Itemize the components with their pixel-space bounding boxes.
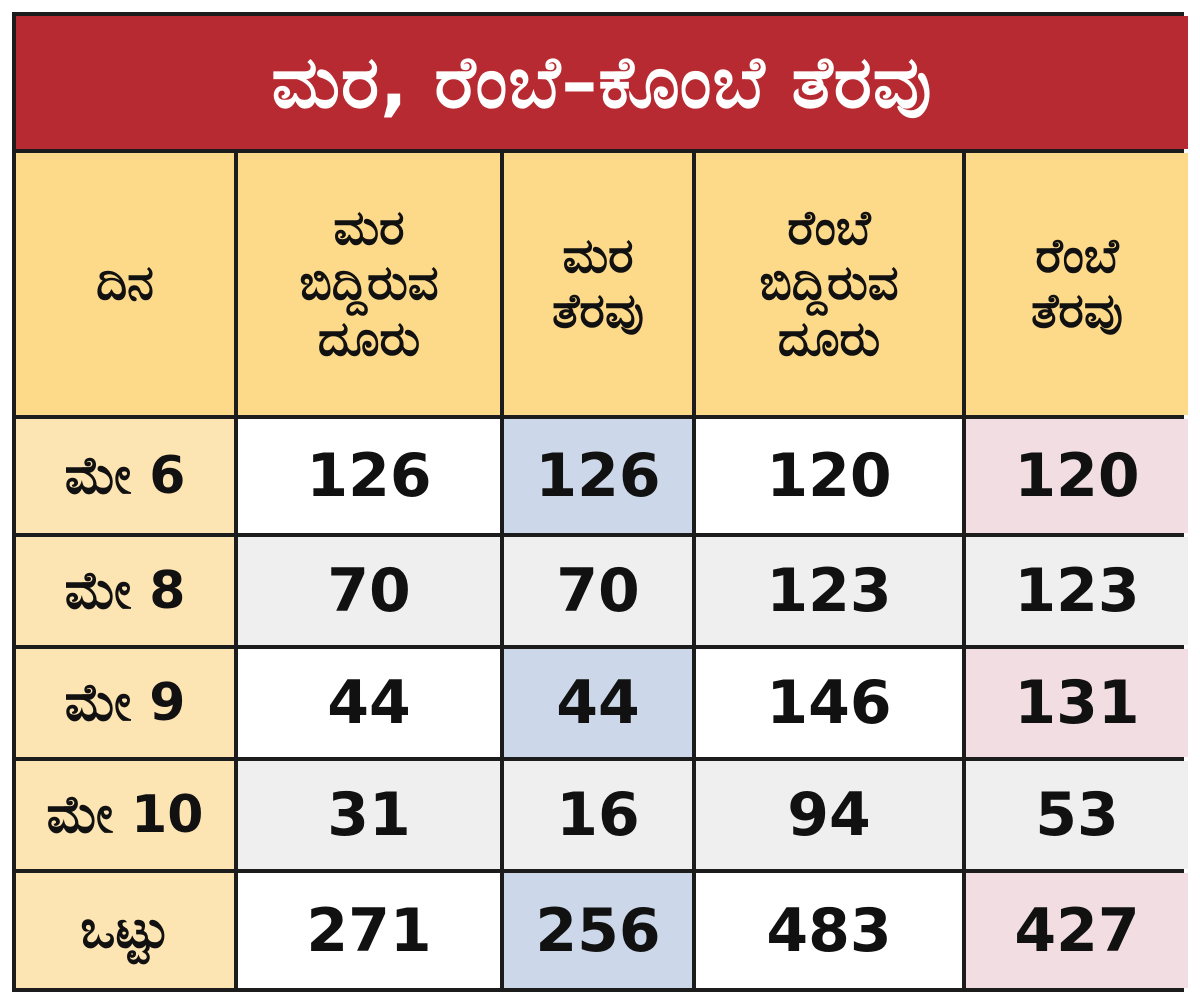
header-day: ದಿನ xyxy=(16,153,234,415)
header-tree-fallen-complaints: ಮರ ಬಿದ್ದಿರುವ ದೂರು xyxy=(238,153,500,415)
row-label-total: ಒಟ್ಟು xyxy=(16,873,234,988)
header-tree-cleared: ಮರ ತೆರವು xyxy=(504,153,692,415)
row-label: ಮೇ 6 xyxy=(16,419,234,533)
table-cell: 123 xyxy=(696,537,962,645)
table-cell: 146 xyxy=(696,649,962,757)
table-cell: 120 xyxy=(696,419,962,533)
row-label: ಮೇ 8 xyxy=(16,537,234,645)
table-cell-total: 427 xyxy=(966,873,1188,988)
table-cell: 120 xyxy=(966,419,1188,533)
data-table: ಮರ, ರೆಂಬೆ–ಕೊಂಬೆ ತೆರವು ದಿನ ಮರ ಬಿದ್ದಿರುವ ದ… xyxy=(12,12,1188,992)
table-cell-total: 256 xyxy=(504,873,692,988)
table-cell-total: 271 xyxy=(238,873,500,988)
table-cell: 70 xyxy=(238,537,500,645)
table-cell: 123 xyxy=(966,537,1188,645)
header-branch-fallen-complaints: ರೆಂಬೆ ಬಿದ್ದಿರುವ ದೂರು xyxy=(696,153,962,415)
row-label: ಮೇ 10 xyxy=(16,761,234,869)
table-cell-total: 483 xyxy=(696,873,962,988)
row-label: ಮೇ 9 xyxy=(16,649,234,757)
table-cell: 70 xyxy=(504,537,692,645)
table-cell: 126 xyxy=(238,419,500,533)
table-cell: 16 xyxy=(504,761,692,869)
table-cell: 31 xyxy=(238,761,500,869)
table-cell: 44 xyxy=(238,649,500,757)
table-cell: 53 xyxy=(966,761,1188,869)
table-title: ಮರ, ರೆಂಬೆ–ಕೊಂಬೆ ತೆರವು xyxy=(16,16,1188,149)
table-cell: 131 xyxy=(966,649,1188,757)
table-cell: 126 xyxy=(504,419,692,533)
table-cell: 94 xyxy=(696,761,962,869)
header-branch-cleared: ರೆಂಬೆ ತೆರವು xyxy=(966,153,1188,415)
table-cell: 44 xyxy=(504,649,692,757)
